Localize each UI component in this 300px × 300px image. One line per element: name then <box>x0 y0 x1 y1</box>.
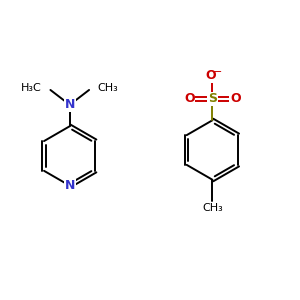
Text: CH₃: CH₃ <box>98 83 118 94</box>
Text: O: O <box>184 92 195 105</box>
Text: H₃C: H₃C <box>21 83 42 94</box>
Text: O: O <box>206 70 216 83</box>
Text: S: S <box>208 92 217 105</box>
Text: −: − <box>213 67 223 77</box>
Text: O: O <box>230 92 241 105</box>
Text: CH₃: CH₃ <box>202 203 223 213</box>
Text: N: N <box>64 179 75 192</box>
Text: N: N <box>64 98 75 111</box>
